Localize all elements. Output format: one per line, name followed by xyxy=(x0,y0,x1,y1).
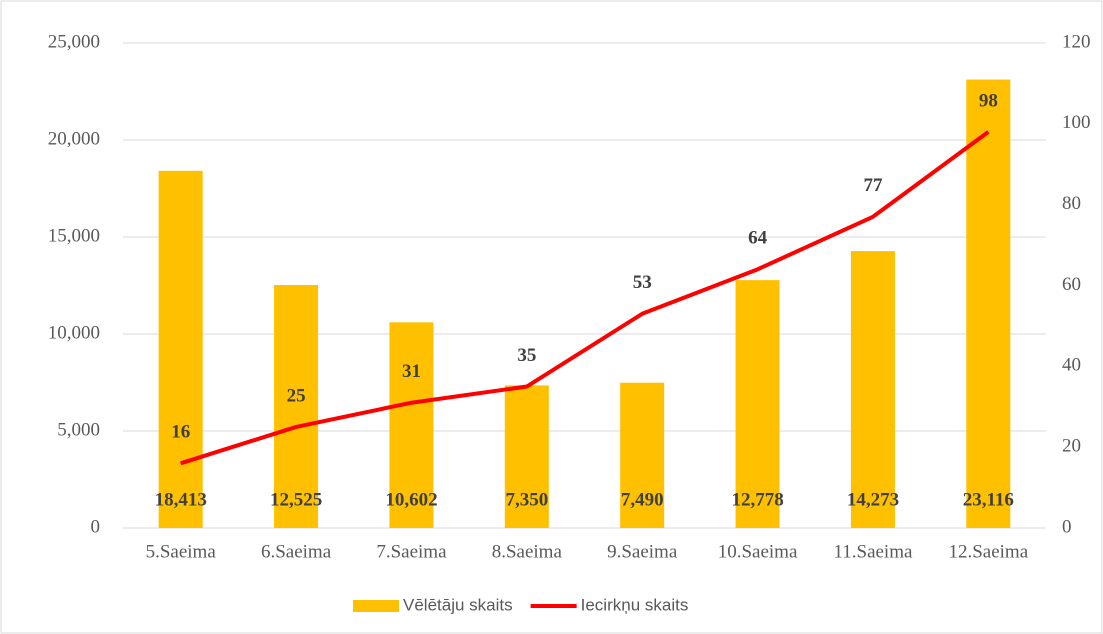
bar-value-label: 12,525 xyxy=(270,489,322,510)
bar-value-label: 14,273 xyxy=(847,489,899,510)
y2-tick-label: 40 xyxy=(1062,355,1081,376)
bar-value-label: 10,602 xyxy=(385,489,437,510)
x-tick-label: 12.Saeima xyxy=(948,541,1028,562)
y-tick-label: 25,000 xyxy=(48,31,100,52)
line-value-label: 35 xyxy=(517,345,536,366)
bar xyxy=(158,170,203,529)
line-value-label: 16 xyxy=(171,422,190,443)
legend-label: Iecirkņu skaits xyxy=(581,595,689,614)
y2-tick-label: 120 xyxy=(1062,31,1091,52)
x-tick-label: 5.Saeima xyxy=(146,541,217,562)
bar xyxy=(274,285,319,528)
x-tick-label: 8.Saeima xyxy=(492,541,563,562)
legend-label: Vēlētāju skaits xyxy=(403,595,513,614)
bar xyxy=(966,79,1011,529)
bar xyxy=(620,382,665,528)
y2-tick-label: 60 xyxy=(1062,274,1081,295)
legend-swatch xyxy=(353,600,399,612)
line-value-label: 31 xyxy=(402,361,421,382)
bar xyxy=(735,280,780,528)
bar-value-label: 18,413 xyxy=(155,489,207,510)
x-tick-label: 9.Saeima xyxy=(607,541,678,562)
x-tick-label: 10.Saeima xyxy=(718,541,798,562)
line-value-label: 53 xyxy=(633,272,652,293)
line xyxy=(180,130,990,466)
bar xyxy=(850,251,895,528)
bar xyxy=(504,385,549,528)
x-tick-label: 11.Saeima xyxy=(833,541,913,562)
bar xyxy=(389,322,434,528)
y-tick-label: 15,000 xyxy=(48,225,100,246)
y2-tick-label: 100 xyxy=(1062,112,1091,133)
bar-value-label: 23,116 xyxy=(963,489,1014,510)
bar-value-label: 7,350 xyxy=(505,489,548,510)
line-value-label: 77 xyxy=(863,175,883,196)
y2-tick-label: 0 xyxy=(1062,516,1072,537)
y-tick-label: 5,000 xyxy=(57,419,100,440)
y-tick-label: 0 xyxy=(91,516,101,537)
y-tick-label: 10,000 xyxy=(48,322,100,343)
y-tick-label: 20,000 xyxy=(48,128,100,149)
bar-value-label: 7,490 xyxy=(621,489,664,510)
x-tick-label: 6.Saeima xyxy=(261,541,332,562)
x-tick-label: 7.Saeima xyxy=(376,541,447,562)
bar-value-label: 12,778 xyxy=(731,489,783,510)
line-value-label: 64 xyxy=(748,228,768,249)
y2-tick-label: 20 xyxy=(1062,436,1081,457)
y2-tick-label: 80 xyxy=(1062,193,1081,214)
line-value-label: 25 xyxy=(287,385,306,406)
line-value-label: 98 xyxy=(979,90,998,111)
